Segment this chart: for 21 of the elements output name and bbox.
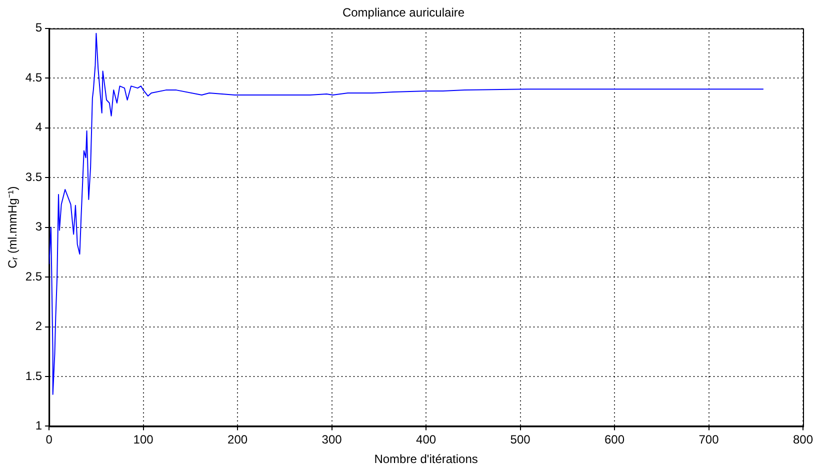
y-axis-title: Cᵣ (ml.mmHg⁻¹) bbox=[6, 186, 20, 268]
x-tick-label: 100 bbox=[133, 432, 154, 447]
x-tick-label: 0 bbox=[46, 432, 53, 447]
x-tick-label: 300 bbox=[322, 432, 342, 447]
y-tick-label: 1.5 bbox=[25, 368, 42, 383]
x-tick-label: 800 bbox=[792, 432, 814, 447]
x-tick-label: 200 bbox=[228, 432, 248, 447]
y-tick-label: 4 bbox=[35, 120, 42, 134]
y-tick-label: 3 bbox=[35, 220, 42, 234]
y-tick-label: 2.5 bbox=[25, 269, 42, 284]
y-tick-label: 3.5 bbox=[25, 170, 42, 184]
x-tick-label: 600 bbox=[604, 432, 625, 447]
x-axis-title: Nombre d'itérations bbox=[374, 452, 478, 466]
x-tick-label: 700 bbox=[698, 432, 720, 447]
x-tick-label: 400 bbox=[416, 432, 436, 447]
y-tick-label: 4.5 bbox=[25, 70, 42, 84]
x-tick-label: 500 bbox=[510, 432, 531, 447]
chart-title: Compliance auriculaire bbox=[342, 6, 465, 20]
y-tick-label: 1 bbox=[35, 418, 42, 433]
y-tick-label: 2 bbox=[35, 319, 42, 334]
y-tick-label: 5 bbox=[35, 20, 42, 35]
